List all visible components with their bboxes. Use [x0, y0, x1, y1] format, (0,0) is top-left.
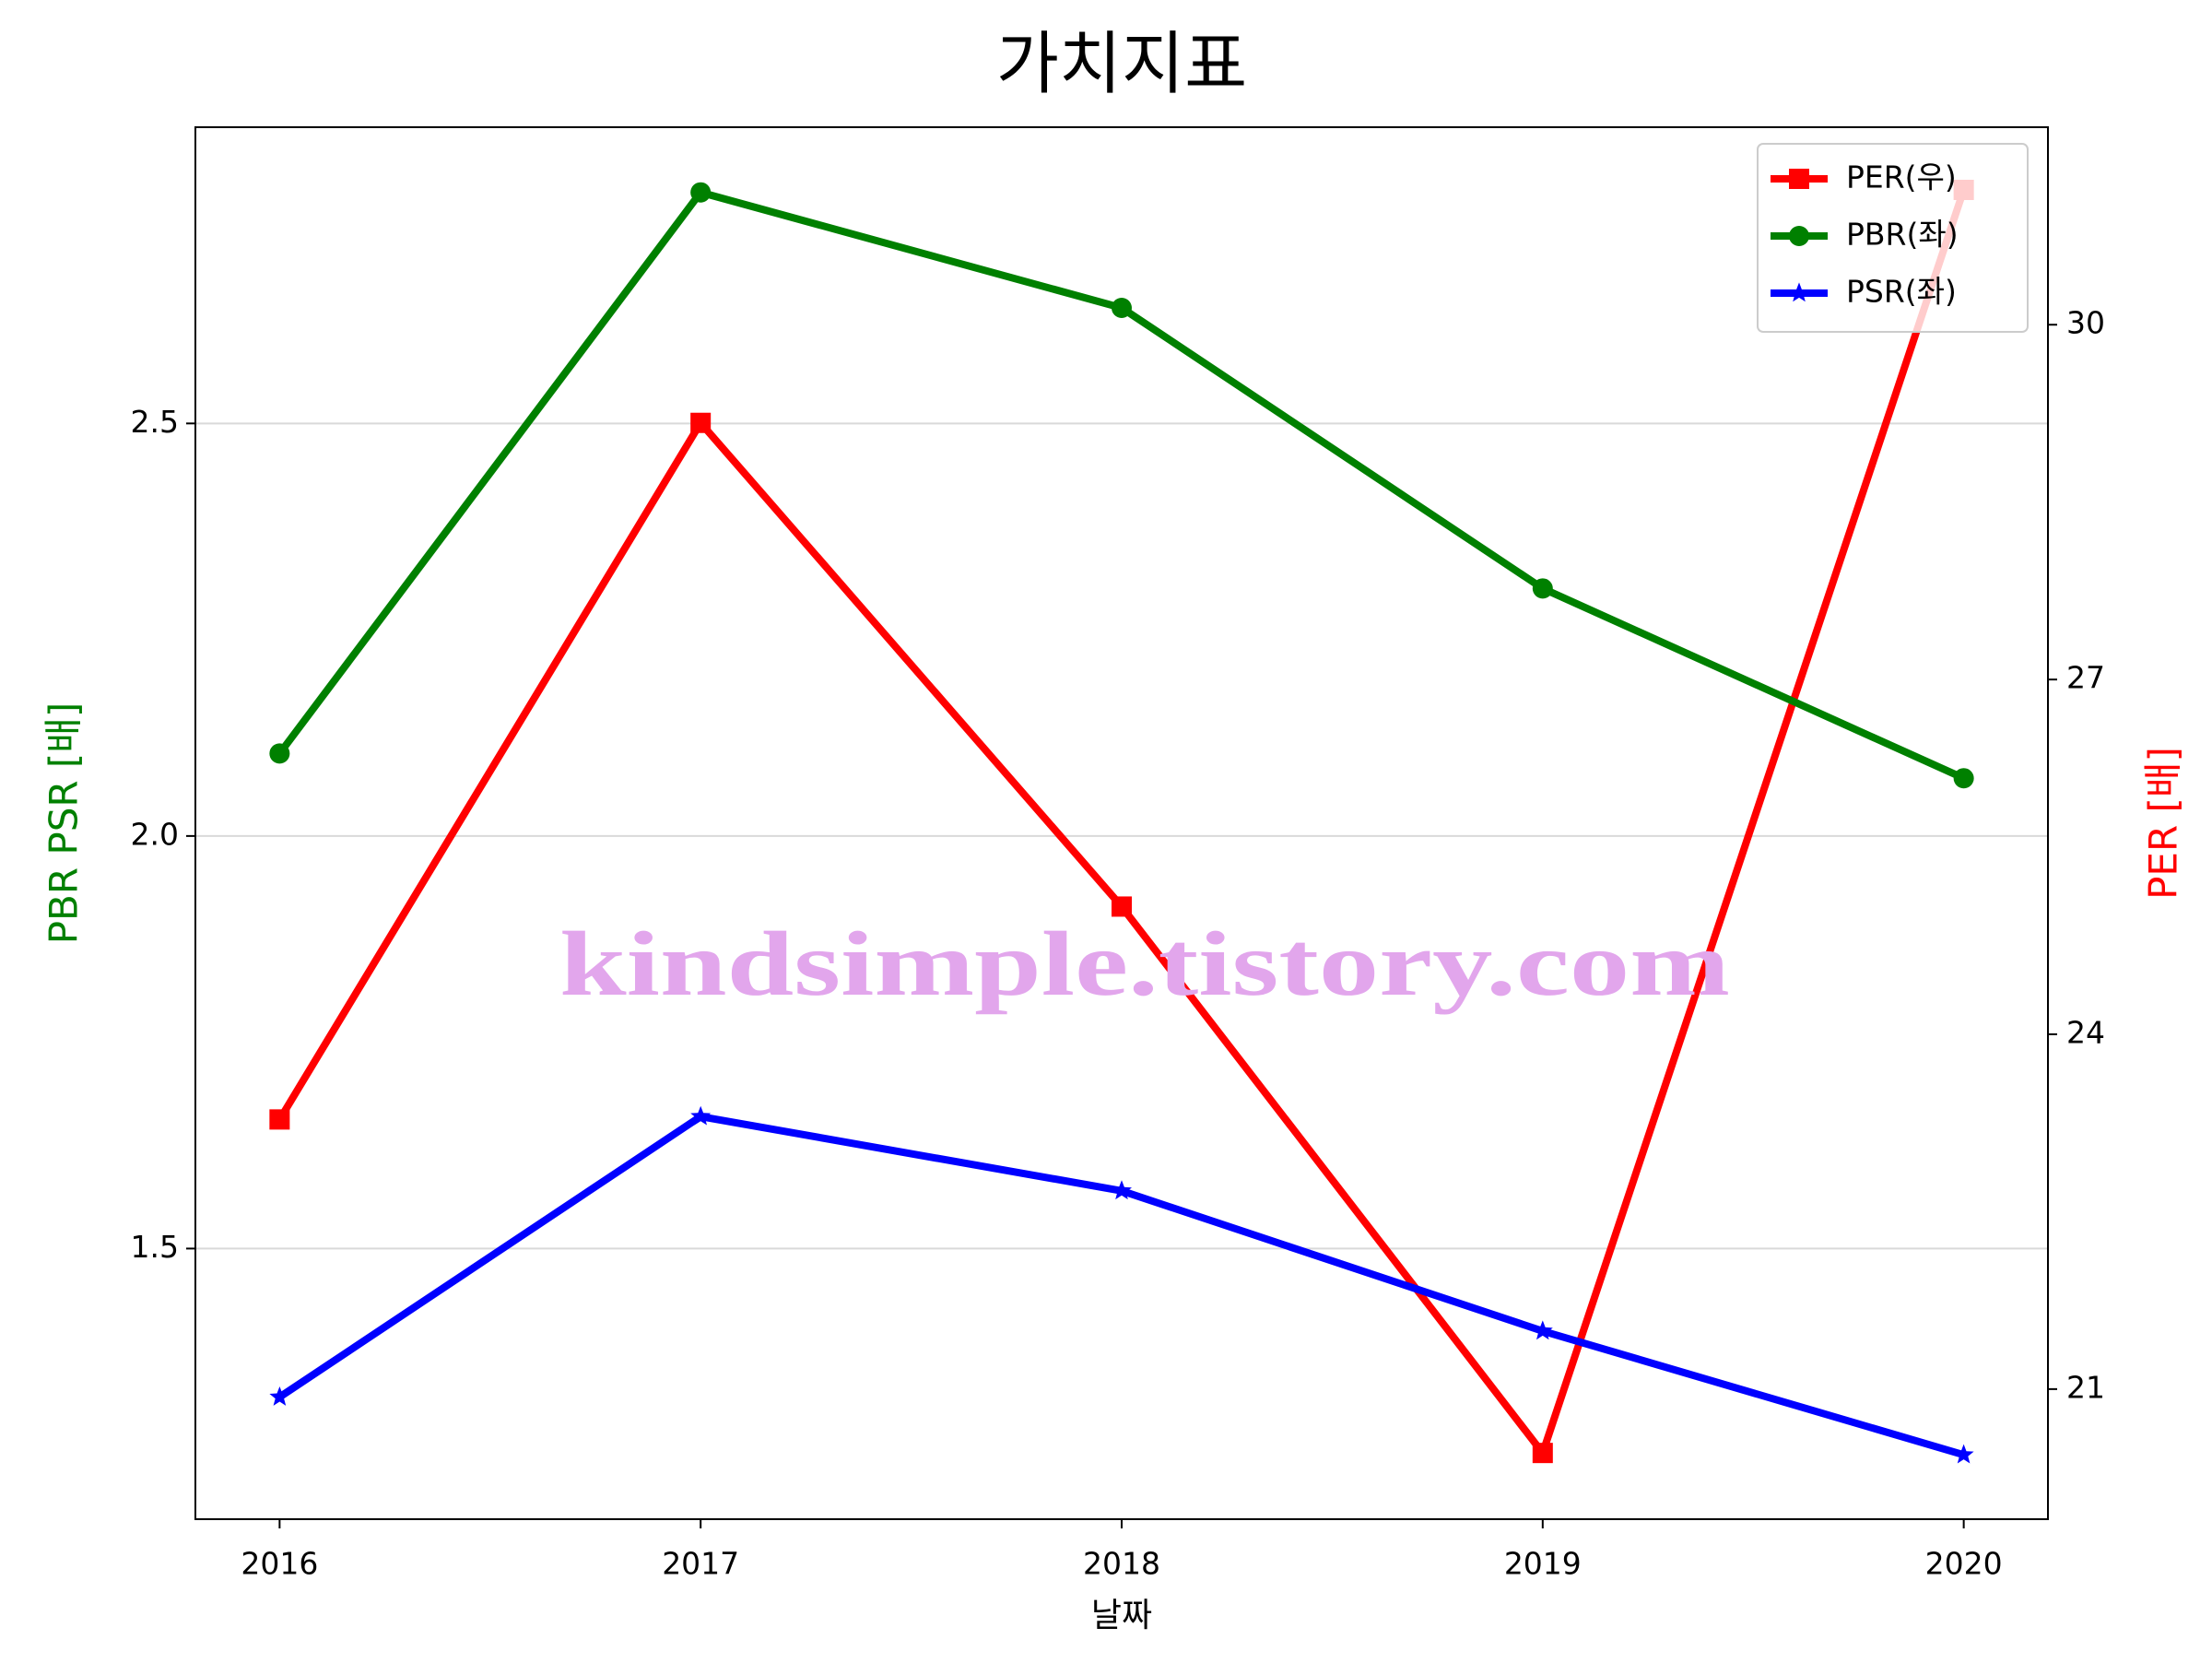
y2-tick-label: 27	[2066, 660, 2105, 696]
marker	[1112, 1180, 1132, 1200]
x-tick-label: 2019	[1504, 1546, 1582, 1582]
chart-title: 가치지표	[996, 25, 1247, 104]
marker	[1112, 896, 1132, 917]
legend-box	[1757, 143, 2029, 333]
marker	[1532, 1443, 1553, 1464]
y2-tick-label: 24	[2066, 1015, 2105, 1051]
y2-tick-label: 21	[2066, 1369, 2105, 1405]
y2-tick-label: 30	[2066, 305, 2105, 341]
marker	[690, 1105, 712, 1126]
y-axis-label: PBR PSR [배]	[41, 702, 87, 945]
x-tick-label: 2016	[241, 1546, 318, 1582]
plot-area	[269, 179, 1974, 1464]
x-tick-label: 2017	[662, 1546, 739, 1582]
marker	[1789, 282, 1809, 302]
marker	[1789, 169, 1809, 189]
legend-label: PBR(좌)	[1846, 217, 1959, 253]
marker	[690, 412, 712, 433]
marker	[1532, 578, 1553, 599]
y2-axis-label: PER [배]	[2141, 747, 2186, 900]
marker	[269, 1109, 290, 1130]
marker	[269, 1386, 290, 1406]
legend: PER(우) PBR(좌) PSR(좌)	[1757, 143, 2029, 333]
marker	[1789, 226, 1809, 246]
marker	[690, 182, 712, 203]
legend-label: PER(우)	[1846, 159, 1957, 195]
marker	[1953, 768, 1974, 789]
marker	[1112, 298, 1132, 319]
y-tick-label: 2.0	[131, 816, 179, 852]
x-tick-label: 2018	[1083, 1546, 1160, 1582]
marker	[1532, 1320, 1553, 1340]
watermark: kindsimple.tistory.com	[559, 913, 1730, 1015]
marker	[269, 743, 290, 764]
y-tick-label: 1.5	[131, 1229, 179, 1265]
y-tick-label: 2.5	[131, 404, 179, 440]
x-tick-label: 2020	[1925, 1546, 2003, 1582]
marker	[1953, 1444, 1974, 1464]
legend-label: PSR(좌)	[1846, 274, 1957, 310]
x-axis-label: 날짜	[1091, 1597, 1152, 1634]
